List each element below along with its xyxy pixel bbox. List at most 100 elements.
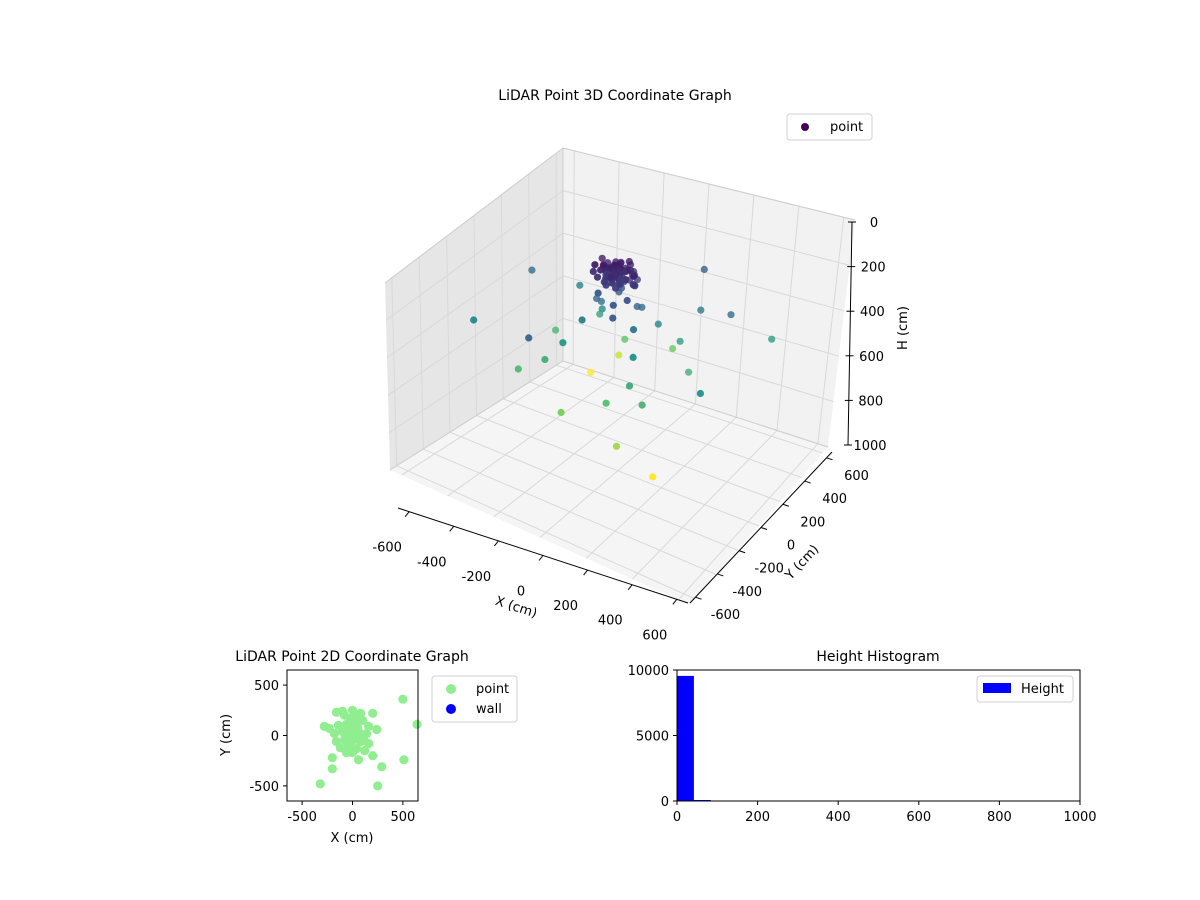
point-3d-32 — [625, 382, 634, 390]
x-tick-label-3d-6: 600 — [642, 628, 667, 643]
point-3d-14 — [623, 296, 631, 305]
point-3d-54 — [700, 265, 708, 273]
x-tick-label-3d-0: -600 — [372, 541, 402, 556]
legend-2d-wall-label: wall — [476, 702, 502, 717]
point-3d-42 — [669, 345, 677, 353]
z-tick-label-3d-5: 1000 — [853, 439, 886, 454]
chart-3d: LiDAR Point 3D Coordinate Graph -600 -400… — [372, 88, 911, 643]
point-3d-48 — [768, 335, 776, 343]
z-tick-label-3d-0: 0 — [870, 216, 878, 231]
x-tick-label-3d-5: 400 — [598, 614, 623, 629]
point-3d-91 — [631, 282, 639, 290]
legend-3d-label: point — [830, 120, 863, 135]
y-tick-3d-5 — [804, 480, 811, 484]
point-3d-49 — [470, 316, 478, 324]
legend-hist-label: Height — [1021, 682, 1064, 697]
point-3d-36 — [638, 401, 646, 409]
point-2d-34 — [343, 741, 354, 751]
point-3d-66 — [598, 254, 606, 262]
point-3d-23 — [597, 297, 606, 305]
x-tick-3d-2 — [493, 540, 499, 547]
x-tick-3d-1 — [449, 525, 455, 532]
point-2d-3 — [327, 764, 337, 774]
x-tick-label-2d-2: 500 — [390, 810, 415, 825]
point-3d-34 — [697, 306, 705, 314]
y-tick-3d-2 — [738, 550, 746, 554]
x-tick-label-2d-0: -500 — [287, 810, 317, 825]
point-3d-52 — [727, 311, 735, 319]
y-tick-3d-0 — [695, 596, 702, 600]
point-3d-35 — [576, 281, 584, 289]
histogram-bar-0 — [677, 675, 694, 801]
point-3d-28 — [629, 353, 637, 361]
legend-2d-point-marker — [446, 684, 456, 694]
y-tick-label-3d-1: -400 — [733, 585, 763, 600]
z-axis-line — [847, 221, 853, 446]
point-3d-44 — [612, 442, 621, 450]
point-2d-13 — [368, 708, 378, 718]
x-axis-label-2d: X (cm) — [331, 831, 374, 846]
point-3d-31 — [596, 310, 604, 318]
points-2d — [315, 694, 422, 791]
point-3d-37 — [514, 365, 522, 373]
point-3d-26 — [654, 320, 662, 328]
legend-2d-point-label: point — [476, 682, 509, 697]
y-tick-label-hist-2: 10000 — [628, 664, 669, 679]
x-tick-label-hist-1: 200 — [745, 810, 770, 825]
point-2d-39 — [368, 751, 378, 761]
pane-back — [563, 148, 855, 447]
point-2d-36 — [360, 746, 370, 756]
point-3d-115 — [630, 268, 638, 276]
point-2d-22 — [372, 724, 382, 735]
legend-3d: point — [786, 113, 873, 141]
legend-3d-marker — [801, 123, 809, 131]
chart-histogram: Height Histogram 0 200 400 600 800 1000050001… — [628, 649, 1097, 825]
point-3d-53 — [525, 334, 533, 342]
point-3d-24 — [629, 326, 638, 334]
x-tick-3d-4 — [583, 569, 589, 576]
y-tick-label-3d-4: 200 — [800, 515, 825, 530]
histogram-bars — [677, 675, 779, 801]
x-tick-label-2d-1: 0 — [348, 810, 356, 825]
point-3d-38 — [602, 399, 610, 407]
pane-left — [385, 148, 563, 470]
legend-hist-swatch — [983, 683, 1011, 693]
x-tick-label-3d-2: -200 — [462, 570, 492, 585]
z-axis-label-3d: H (cm) — [896, 306, 911, 350]
point-2d-0 — [398, 694, 408, 704]
point-3d-43 — [557, 408, 565, 416]
histogram-title: Height Histogram — [816, 649, 939, 665]
y-tick-3d-3 — [760, 527, 768, 530]
point-3d-116 — [589, 267, 597, 276]
x-tick-3d-0 — [404, 511, 410, 517]
point-2d-5 — [373, 781, 383, 791]
y-tick-label-3d-2: -200 — [754, 562, 784, 577]
x-tick-label-hist-2: 400 — [826, 810, 851, 825]
point-3d-113 — [604, 259, 612, 267]
y-tick-3d-1 — [717, 573, 724, 577]
y-tick-3d-4 — [782, 503, 790, 507]
legend-histogram: Height — [976, 675, 1074, 703]
point-2d-49 — [359, 733, 369, 744]
point-2d-4 — [377, 762, 387, 772]
point-3d-30 — [676, 337, 684, 345]
y-tick-label-3d-3: 0 — [787, 539, 795, 554]
point-3d-40 — [685, 368, 693, 376]
points-3d — [470, 254, 776, 481]
z-tick-label-3d-3: 600 — [859, 350, 884, 365]
point-3d-47 — [587, 368, 595, 376]
y-tick-label-2d-1: 0 — [271, 730, 279, 745]
point-3d-41 — [552, 326, 560, 334]
point-2d-46 — [352, 722, 363, 733]
x-tick-label-hist-3: 600 — [906, 810, 931, 825]
point-3d-39 — [621, 335, 629, 343]
point-3d-103 — [591, 261, 599, 269]
y-tick-label-2d-2: -500 — [249, 780, 279, 795]
point-2d-21 — [364, 721, 374, 732]
legend-2d-wall-marker — [446, 704, 456, 714]
point-2d-6 — [399, 755, 409, 765]
y-tick-3d-6 — [826, 457, 833, 461]
point-2d-33 — [335, 743, 345, 753]
point-2d-43 — [342, 731, 353, 742]
